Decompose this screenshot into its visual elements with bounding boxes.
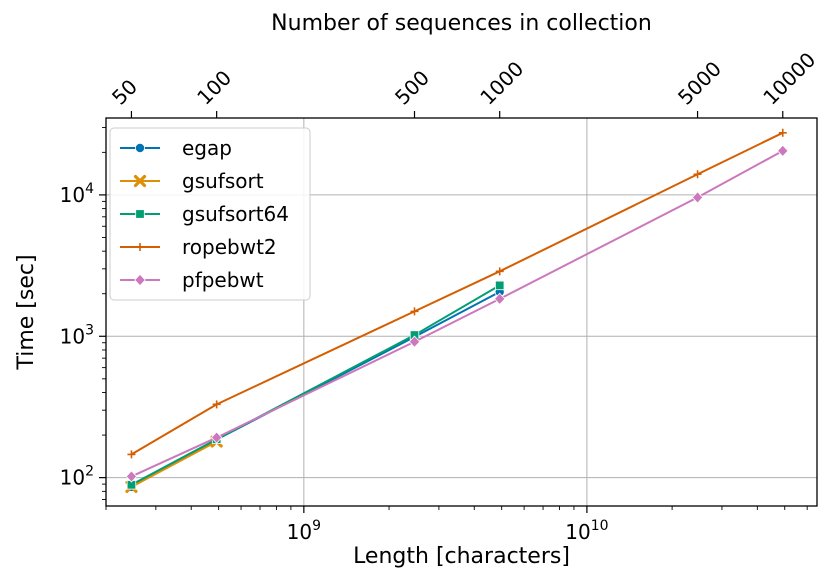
legend-label: pfpebwt — [182, 268, 264, 292]
data-point-gsufsort64 — [495, 280, 505, 291]
series-gsufsort64 — [126, 280, 505, 490]
legend-item-gsufsort: gsufsort — [120, 169, 264, 193]
x-axis-title: Length [characters] — [353, 544, 570, 569]
series-line-pfpebwt — [131, 149, 784, 478]
y-tick-label: 104 — [60, 181, 94, 207]
legend-marker — [135, 209, 145, 219]
series-line-ropebwt2 — [130, 131, 784, 456]
legend-item-pfpebwt: pfpebwt — [120, 268, 264, 292]
data-point-ropebwt2 — [410, 307, 419, 316]
x-tick-label: 1010 — [565, 518, 608, 544]
y-tick-label: 103 — [60, 322, 94, 348]
top-x-tick-label: 100 — [192, 66, 236, 110]
legend-item-gsufsort64: gsufsort64 — [120, 202, 289, 226]
top-x-tick-label: 5000 — [673, 57, 726, 110]
series-layer — [125, 128, 789, 493]
series-line-gsufsort64 — [130, 284, 501, 486]
data-point-pfpebwt — [691, 191, 704, 204]
data-point-ropebwt2 — [495, 267, 504, 276]
data-point-ropebwt2 — [693, 170, 702, 179]
legend: egap gsufsort gsufsort64 ropebwt2 pfpebwt — [109, 127, 311, 301]
legend-marker — [133, 174, 147, 188]
legend-marker — [134, 142, 145, 153]
data-point-ropebwt2 — [212, 400, 221, 409]
plot-area-frame — [105, 117, 818, 507]
series-pfpebwt — [125, 144, 789, 483]
legend-item-egap: egap — [120, 136, 232, 160]
legend-marker — [136, 243, 144, 251]
legend-label: gsufsort — [182, 169, 264, 193]
top-x-axis-title: Number of sequences in collection — [271, 11, 652, 36]
legend-label: ropebwt2 — [182, 235, 277, 259]
top-x-tick-label: 10000 — [758, 48, 820, 110]
series-line-gsufsort — [130, 440, 218, 488]
legend-label: egap — [182, 136, 232, 160]
x-tick-label: 109 — [287, 518, 321, 544]
data-point-pfpebwt — [125, 470, 138, 483]
top-x-tick-label: 1000 — [475, 57, 528, 110]
data-point-pfpebwt — [493, 292, 506, 306]
data-point-ropebwt2 — [127, 450, 136, 459]
y-tick-label: 102 — [60, 464, 94, 490]
series-ropebwt2 — [127, 128, 787, 459]
legend-item-ropebwt2: ropebwt2 — [120, 235, 277, 259]
data-point-ropebwt2 — [778, 128, 787, 137]
legend-marker — [134, 273, 146, 287]
minor-ticks — [102, 127, 808, 510]
y-axis-title: Time [sec] — [14, 254, 39, 370]
top-x-tick-label: 500 — [390, 66, 434, 110]
top-x-tick-label: 50 — [107, 75, 142, 110]
data-point-pfpebwt — [408, 335, 421, 348]
data-point-pfpebwt — [777, 144, 789, 158]
data-point-pfpebwt — [210, 431, 223, 444]
legend-label: gsufsort64 — [182, 202, 289, 226]
legend-box — [109, 127, 311, 301]
